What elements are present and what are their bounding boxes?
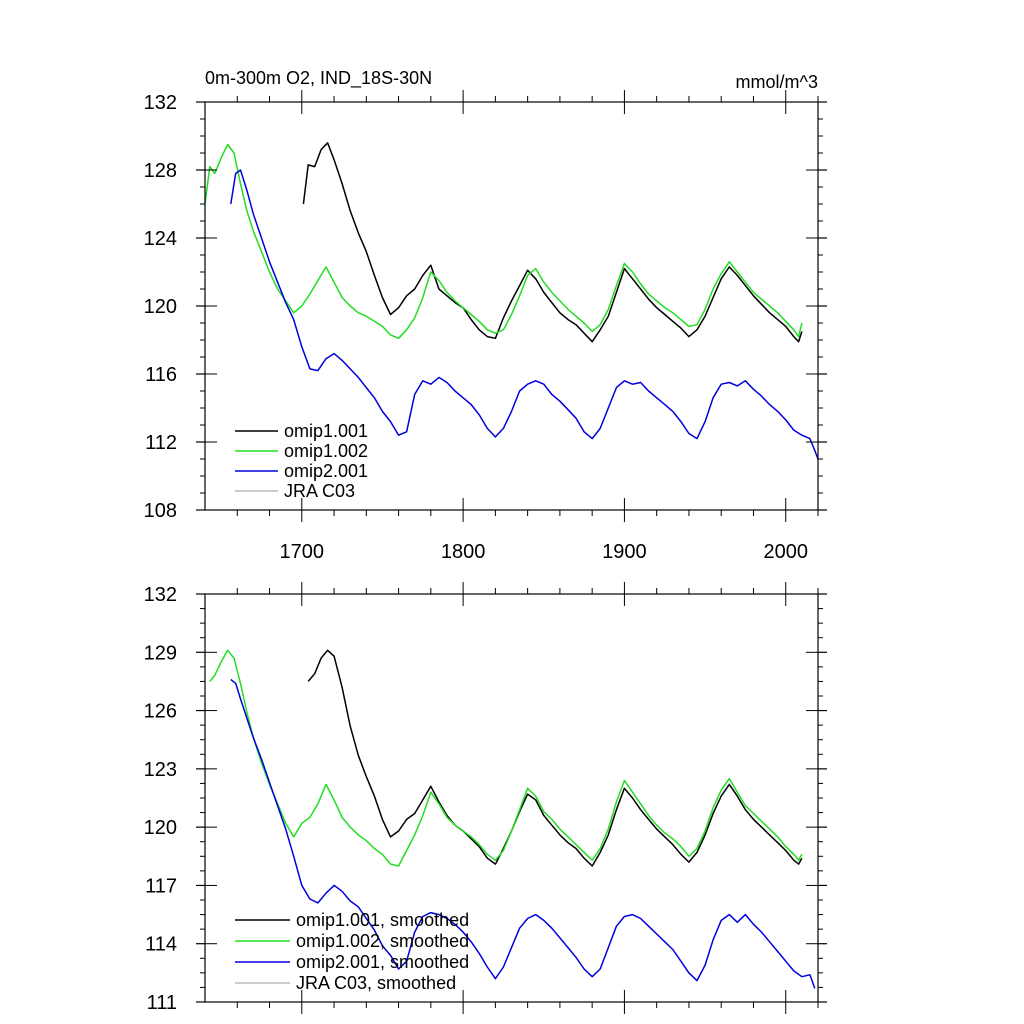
y-tick-label: 111 [147, 992, 177, 1014]
x-tick-label: 1800 [441, 541, 486, 563]
bottom-panel-frame [204, 593, 819, 1003]
top-panel-frame [204, 101, 819, 511]
y-tick-label: 126 [144, 701, 177, 723]
y-tick-label: 128 [144, 160, 177, 182]
y-tick-label: 108 [144, 500, 177, 522]
x-tick-label: 1900 [602, 541, 647, 563]
y-tick-label: 114 [145, 934, 177, 956]
legend-label-omip1-002-smoothed: omip1.002, smoothed [296, 931, 469, 951]
top-panel-legend: omip1.001 omip1.002 omip2.001 JRA C03 [235, 421, 368, 501]
legend-label-omip1-001-smoothed: omip1.001, smoothed [296, 910, 469, 930]
y-tick-label: 117 [145, 875, 177, 897]
top-series-omip1-002 [204, 143, 803, 340]
y-tick-label: 120 [144, 296, 177, 318]
y-tick-label: 116 [145, 364, 177, 386]
legend-label-omip2-001-smoothed: omip2.001, smoothed [296, 952, 469, 972]
top-panel-units: mmol/m^3 [736, 72, 818, 92]
y-tick-label: 123 [144, 759, 177, 781]
top-series-omip1-001 [302, 142, 803, 343]
top-series-omip2-001 [230, 169, 819, 460]
bottom-series-omip2-001-smoothed [230, 678, 816, 989]
bottom-panel-legend: omip1.001, smoothed omip1.002, smoothed … [235, 910, 469, 993]
top-panel-series [204, 142, 819, 460]
legend-label-omip1-001: omip1.001 [284, 421, 368, 441]
x-tick-label: 2000 [763, 541, 808, 563]
top-panel-ticks: 108 112 116 120 124 128 132 1700 1800 1900 2000 [144, 90, 827, 563]
y-tick-label: 112 [145, 432, 177, 454]
y-tick-label: 129 [144, 642, 177, 664]
y-tick-label: 124 [144, 228, 177, 250]
x-tick-label: 1700 [280, 541, 325, 563]
bottom-series-omip1-002-smoothed [209, 649, 803, 867]
y-tick-label: 132 [144, 92, 177, 114]
y-tick-label: 120 [144, 817, 177, 839]
top-panel-title: 0m-300m O2, IND_18S-30N [205, 68, 432, 89]
legend-label-jra-c03-smoothed: JRA C03, smoothed [296, 973, 456, 993]
legend-label-omip2-001: omip2.001 [284, 461, 368, 481]
bottom-panel-series [209, 649, 816, 989]
bottom-panel-ticks: 111 114 117 120 123 126 129 132 [144, 582, 827, 1014]
y-tick-label: 132 [144, 584, 177, 606]
top-panel: 0m-300m O2, IND_18S-30N mmol/m^3 1081121… [144, 68, 827, 563]
legend-label-jra-c03: JRA C03 [284, 481, 355, 501]
bottom-series-omip1-001-smoothed [307, 649, 803, 867]
bottom-panel: 111 114 117 120 123 126 129 132 omip1.001, smoo… [144, 582, 827, 1014]
legend-label-omip1-002: omip1.002 [284, 441, 368, 461]
